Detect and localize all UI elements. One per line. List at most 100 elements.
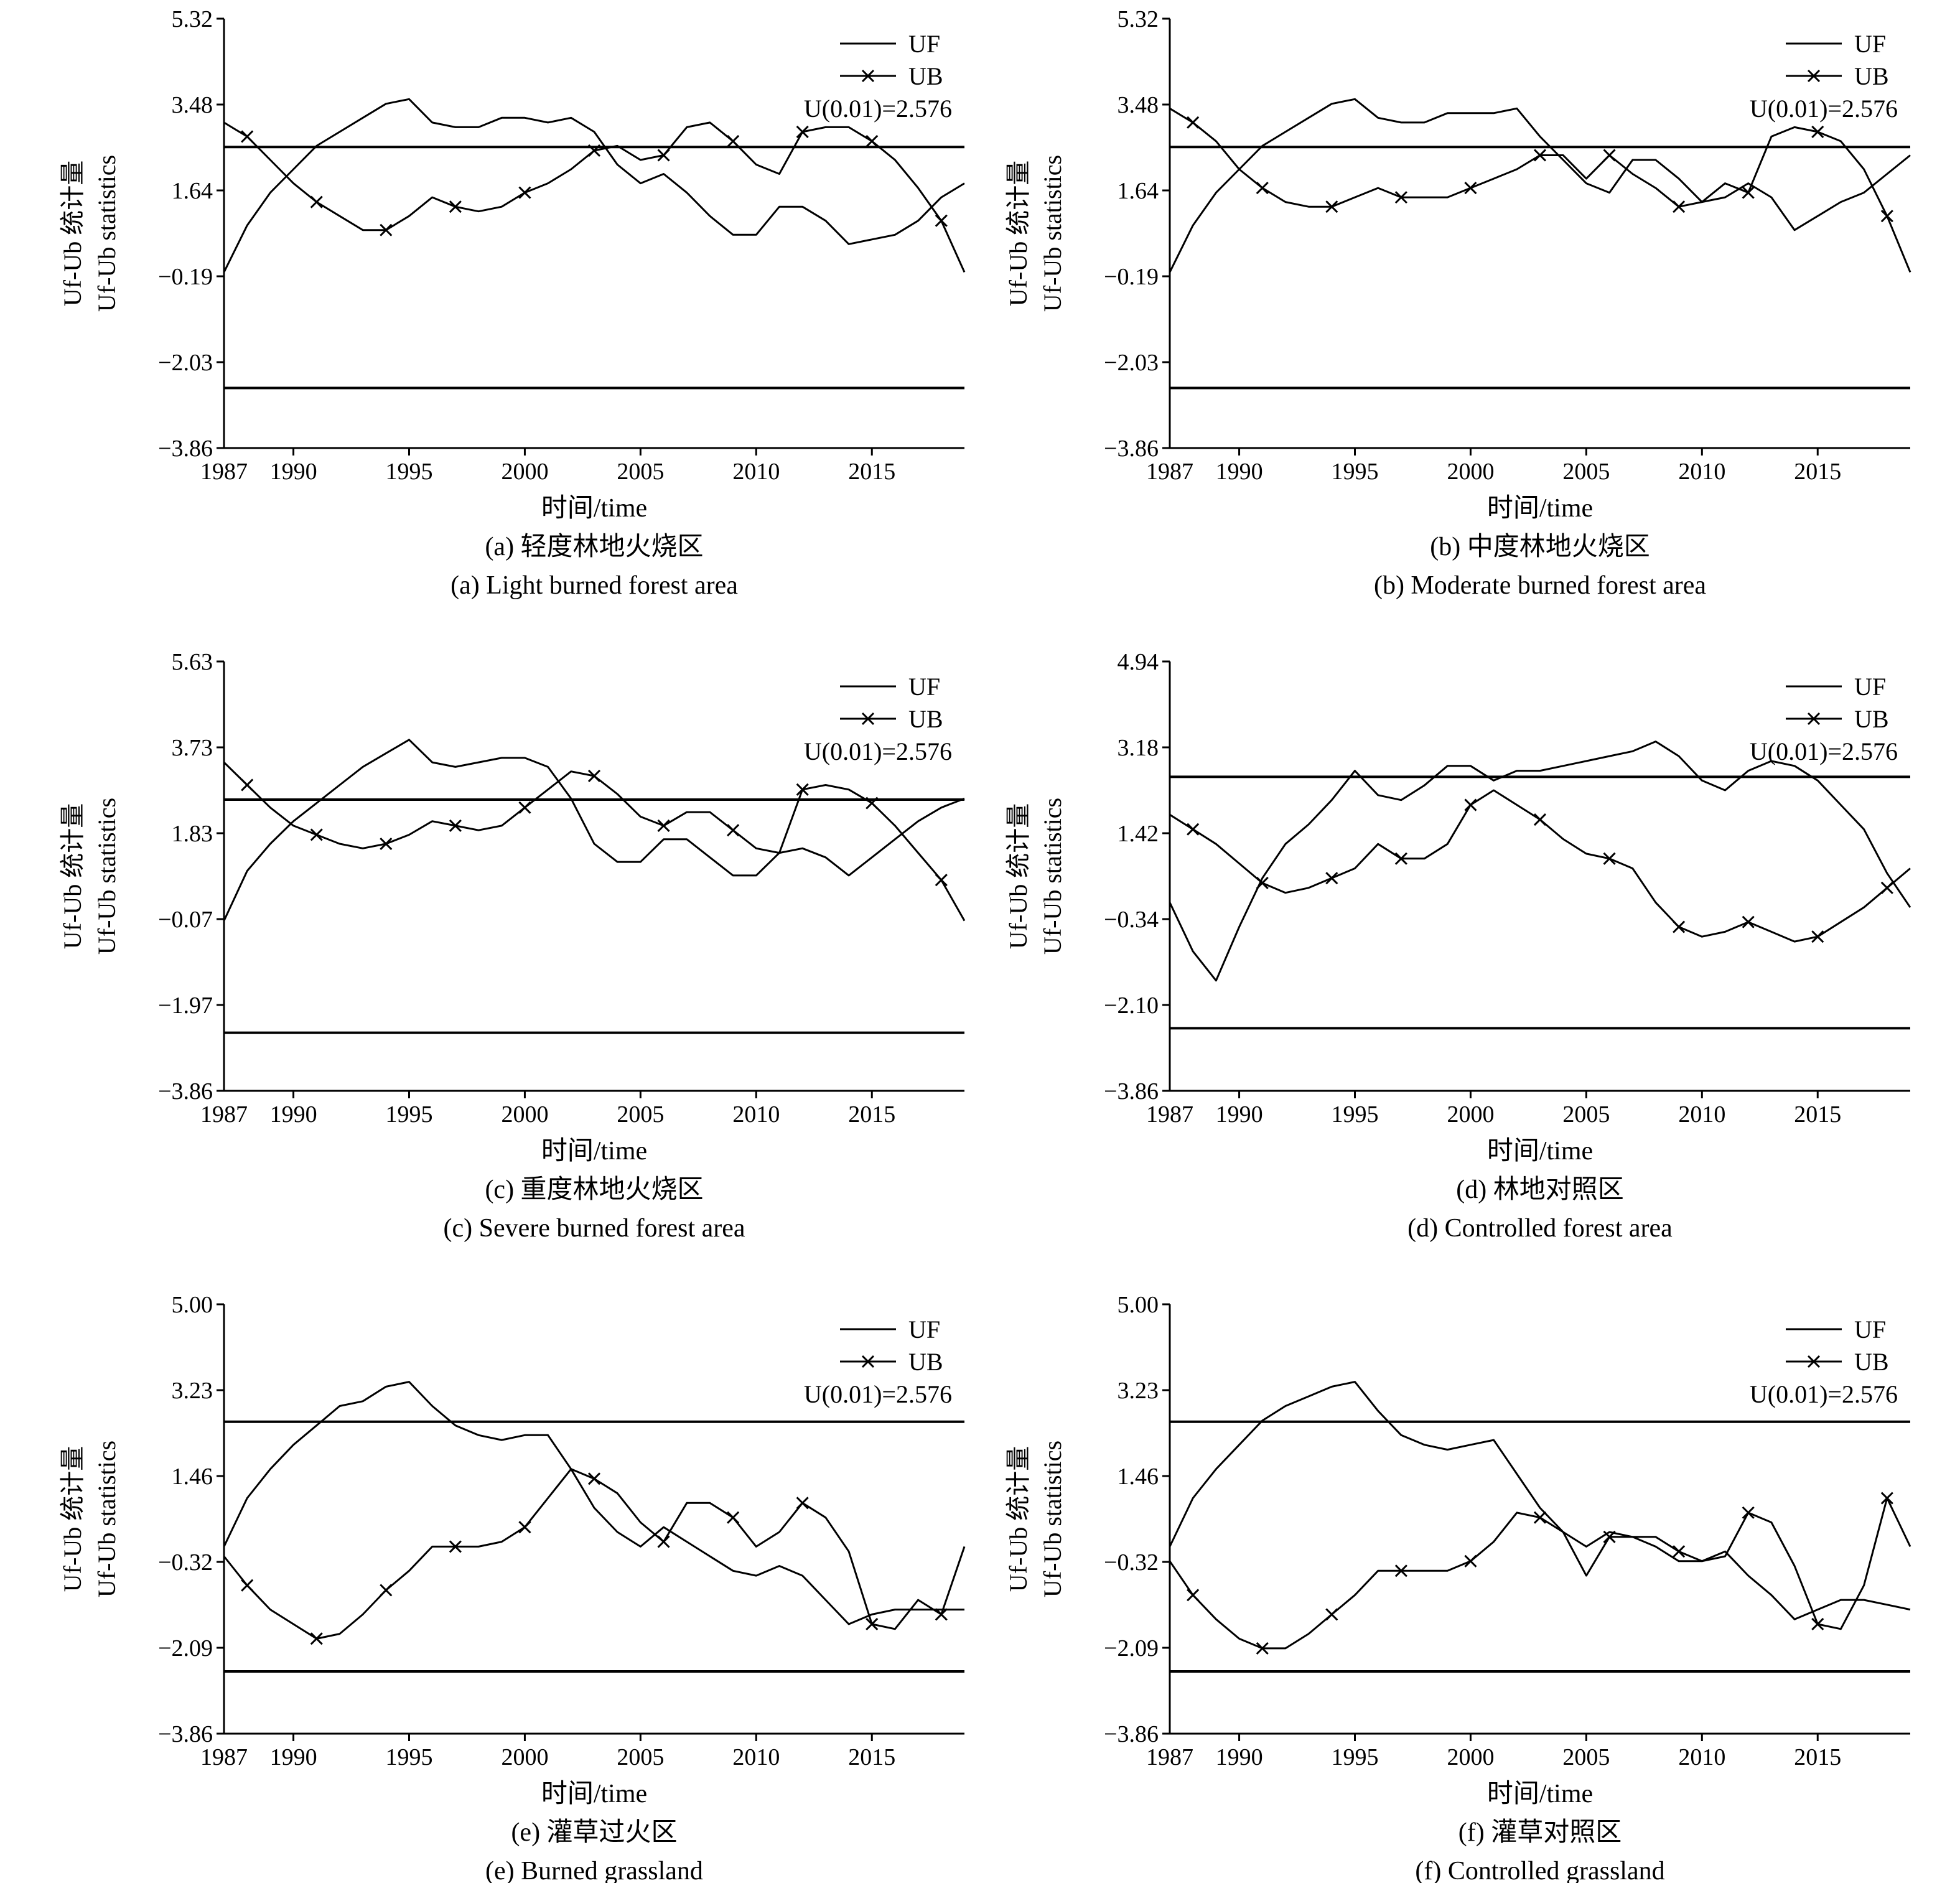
x-tick-label: 1987 [1146,459,1193,485]
ub-point-marker [796,783,809,796]
x-tick-label: 2015 [1794,1101,1841,1128]
legend-threshold-label: U(0.01)=2.576 [804,737,952,765]
ub-point-marker [587,144,601,157]
y-axis-label-cn: Uf-Ub 统计量 [58,1446,86,1592]
ub-point-marker [587,1472,601,1485]
ub-point-marker [727,1511,740,1524]
ub-point-marker [1187,116,1200,129]
x-tick-label: 2000 [1447,1101,1494,1128]
y-tick-label: 3.23 [1118,1378,1159,1404]
panel-caption-en: (f) Controlled grassland [1415,1857,1664,1883]
x-tick-label: 1995 [386,1101,433,1128]
y-tick-label: −2.03 [1104,350,1159,376]
ub-point-marker [587,769,601,783]
y-tick-label: 5.00 [172,1292,213,1318]
x-axis-label: 时间/time [541,1137,647,1166]
y-tick-label: −0.19 [1104,264,1159,290]
x-tick-label: 2015 [1794,1744,1841,1770]
ub-point-marker [241,778,254,792]
x-tick-label: 2010 [1678,1101,1725,1128]
ub-point-marker [1742,1506,1755,1519]
y-axis-label-en: Uf-Ub statistics [93,798,121,955]
ub-point-marker [1673,1545,1686,1558]
x-tick-label: 1987 [200,459,248,485]
x-tick-label: 1995 [1332,459,1379,485]
ub-point-marker [449,200,462,213]
legend: UF UB U(0.01)=2.576 [804,30,952,123]
ub-point-marker [866,1617,879,1631]
ub-point-marker [1325,872,1338,885]
x-tick-label: 2010 [732,459,780,485]
ub-point-marker [796,1497,809,1510]
series-line-uf [1169,98,1911,273]
y-tick-label: 1.64 [172,178,213,204]
x-tick-label: 1987 [200,1744,248,1770]
x-tick-label: 2015 [848,459,895,485]
x-axis-label: 时间/time [1487,1780,1593,1808]
ub-point-marker [1464,182,1477,195]
ub-point-marker [1811,930,1824,943]
ub-point-marker [1533,1511,1547,1524]
x-tick-label: 1995 [386,459,433,485]
panel-caption-cn: (a) 轻度林地火烧区 [485,533,703,561]
legend-uf-label: UF [908,1315,940,1343]
ub-point-marker [1533,813,1547,826]
x-tick-label: 1990 [270,1744,317,1770]
legend-ub-marker [1807,712,1821,726]
legend-ub-label: UB [908,62,943,90]
x-tick-label: 2000 [1447,459,1494,485]
ub-point-marker [657,149,670,162]
y-tick-label: 4.94 [1118,649,1159,675]
legend: UF UB U(0.01)=2.576 [804,1315,952,1408]
x-tick-label: 2000 [501,459,548,485]
ub-point-marker [1394,1564,1407,1577]
ub-point-marker [1325,1608,1338,1621]
legend-ub-label: UB [908,1348,943,1376]
x-tick-label: 1995 [1332,1744,1379,1770]
ub-point-marker [1187,1589,1200,1602]
y-tick-label: 5.32 [172,6,213,32]
ub-point-marker [518,801,531,814]
y-tick-label: 1.42 [1118,821,1159,847]
panel-caption-en: (e) Burned grassland [485,1857,703,1883]
ub-point-marker [1742,915,1755,928]
series-line-uf [223,1381,964,1625]
y-axis-label-cn: Uf-Ub 统计量 [1004,1446,1032,1592]
series-line-ub [223,762,966,922]
y-axis-label-cn: Uf-Ub 统计量 [1004,161,1032,306]
series-line-ub [1169,1497,1911,1650]
legend-ub-label: UB [1854,1348,1889,1376]
x-tick-label: 1990 [1216,1101,1263,1128]
ub-point-marker [935,874,948,887]
y-tick-label: −3.86 [1104,1721,1159,1747]
panel-caption-en: (b) Moderate burned forest area [1374,571,1706,600]
y-tick-label: −3.86 [158,1078,213,1105]
ub-point-marker [380,223,393,236]
legend: UF UB U(0.01)=2.576 [1750,673,1898,765]
panel-caption-cn: (e) 灌草过火区 [511,1818,677,1847]
ub-point-marker [449,1540,462,1553]
legend-threshold-label: U(0.01)=2.576 [1750,1380,1898,1408]
panel-caption-cn: (d) 林地对照区 [1456,1175,1623,1204]
y-tick-label: 5.63 [172,649,213,675]
y-tick-label: 5.32 [1118,6,1159,32]
x-tick-label: 2015 [1794,459,1841,485]
y-tick-label: −3.86 [158,436,213,462]
ub-point-marker [1880,210,1893,223]
x-tick-label: 1990 [1216,459,1263,485]
ub-point-marker [796,125,809,138]
y-tick-label: −2.03 [158,350,213,376]
series-line-ub [1169,108,1911,273]
x-tick-label: 2000 [501,1101,548,1128]
panel-caption-en: (a) Light burned forest area [450,571,738,600]
ub-point-marker [866,797,879,810]
legend-threshold-label: U(0.01)=2.576 [1750,95,1898,123]
ub-point-marker [1673,200,1686,213]
y-tick-label: −0.19 [158,264,213,290]
legend-ub-label: UB [1854,705,1889,733]
x-tick-label: 2010 [1678,459,1725,485]
ub-point-marker [1256,876,1269,890]
